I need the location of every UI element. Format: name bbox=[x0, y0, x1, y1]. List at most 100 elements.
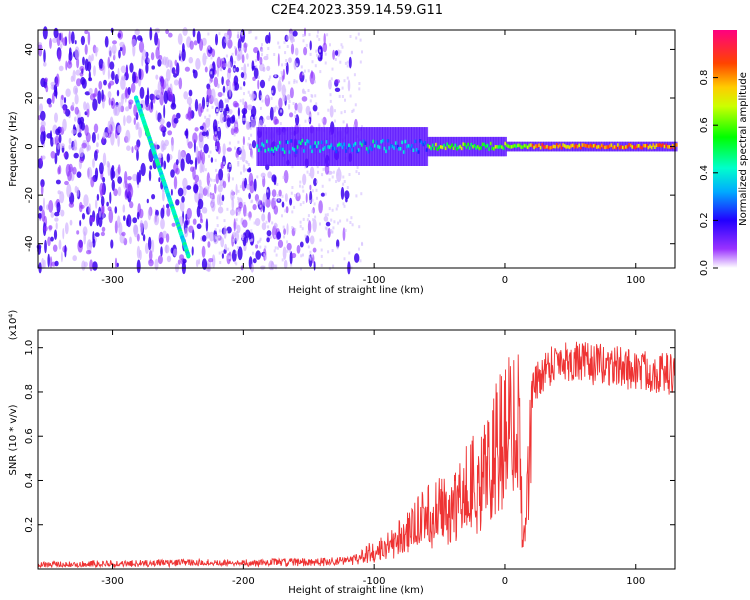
spectrogram-noise-speck bbox=[358, 82, 361, 85]
snr-panel: -300 -200 -100 0 100 0.2 0.4 0.6 0.8 1.0 Height o… bbox=[8, 310, 676, 596]
spectrogram-noise-blob bbox=[158, 177, 161, 183]
spectrogram-noise-speck bbox=[224, 99, 227, 103]
carrier-band-core bbox=[623, 146, 627, 150]
spectrogram-noise-blob bbox=[97, 133, 100, 141]
spectrogram-noise-blob bbox=[173, 117, 179, 124]
spectrogram-noise-speck bbox=[314, 94, 317, 98]
spectrogram-noise-speck bbox=[208, 118, 211, 122]
spectrogram-noise-speck bbox=[218, 32, 221, 36]
spectrogram-noise-blob bbox=[114, 257, 118, 269]
spectrogram-noise-blob bbox=[52, 37, 58, 44]
carrier-band-core bbox=[396, 144, 400, 149]
spectrogram-noise-blob bbox=[255, 244, 259, 249]
carrier-band-halo bbox=[311, 127, 314, 166]
spectrogram-noise-blob bbox=[291, 252, 297, 259]
spectrogram-noise-blob bbox=[261, 222, 267, 231]
carrier-band-core bbox=[618, 145, 622, 150]
spectrogram-noise-speck bbox=[228, 82, 231, 86]
carrier-band-core bbox=[588, 144, 591, 149]
spectrogram-noise-blob bbox=[231, 196, 235, 211]
carrier-band-core bbox=[440, 145, 443, 149]
spectrogram-noise-speck bbox=[349, 94, 352, 98]
spectrogram-noise-blob bbox=[289, 87, 294, 99]
spectrogram-noise-speck bbox=[283, 235, 285, 239]
spectrogram-noise-speck bbox=[213, 258, 215, 262]
spectrogram-noise-blob bbox=[127, 184, 134, 199]
carrier-band-core bbox=[357, 148, 361, 152]
spectrogram-noise-blob bbox=[117, 67, 120, 80]
spectrogram-noise-blob bbox=[154, 89, 159, 96]
carrier-band-core bbox=[464, 142, 467, 147]
spectrogram-noise-speck bbox=[272, 264, 274, 268]
spectrogram-noise-speck bbox=[304, 234, 307, 238]
spectrogram-noise-blob bbox=[55, 128, 61, 136]
spectrogram-noise-speck bbox=[336, 246, 339, 250]
spectrogram-noise-speck bbox=[211, 105, 214, 109]
spectrogram-noise-blob bbox=[69, 219, 73, 226]
spectrogram-noise-speck bbox=[209, 150, 212, 154]
spectrogram-noise-blob bbox=[354, 253, 360, 263]
spectrogram-noise-blob bbox=[347, 79, 351, 92]
spectrogram-noise-blob bbox=[200, 212, 203, 221]
spectrogram-noise-speck bbox=[237, 212, 240, 216]
carrier-band-core bbox=[388, 146, 391, 150]
spectrogram-noise-blob bbox=[154, 258, 159, 271]
spectrogram-noise-speck bbox=[307, 231, 310, 235]
spectrogram-noise-blob bbox=[146, 198, 149, 204]
spectrogram-noise-blob bbox=[320, 192, 325, 197]
spectrogram-noise-blob bbox=[43, 197, 45, 211]
snr-x-tick-label: -200 bbox=[232, 576, 255, 587]
carrier-band-core bbox=[515, 144, 519, 149]
spectrogram-noise-speck bbox=[299, 180, 302, 184]
spectrogram-noise-blob bbox=[273, 175, 277, 186]
spectrogram-noise-speck bbox=[331, 230, 333, 234]
carrier-band-core bbox=[319, 149, 322, 153]
spectrogram-noise-blob bbox=[253, 178, 257, 192]
spectrogram-noise-blob bbox=[198, 135, 204, 149]
spectrogram-noise-blob bbox=[245, 123, 251, 130]
spectrogram-noise-speck bbox=[288, 249, 291, 253]
spectrogram-noise-speck bbox=[346, 64, 349, 68]
spectrogram-noise-blob bbox=[220, 237, 225, 248]
carrier-band-core bbox=[573, 145, 577, 149]
carrier-band-halo bbox=[367, 127, 371, 166]
spectrogram-noise-speck bbox=[353, 124, 355, 128]
spectrogram-noise-blob bbox=[312, 218, 317, 233]
carrier-band-core bbox=[422, 142, 425, 147]
spectrogram-x-tick-label: 0 bbox=[502, 275, 508, 286]
carrier-band-halo bbox=[345, 127, 348, 166]
spectrogram-noise-speck bbox=[346, 218, 349, 222]
spectrogram-noise-blob bbox=[88, 203, 92, 215]
spectrogram-noise-blob bbox=[44, 77, 48, 83]
spectrogram-noise-blob bbox=[110, 131, 115, 146]
spectrogram-noise-speck bbox=[313, 80, 316, 84]
spectrogram-noise-blob bbox=[284, 193, 288, 202]
spectrogram-noise-speck bbox=[237, 31, 240, 35]
spectrogram-noise-speck bbox=[331, 67, 334, 71]
spectrogram-noise-blob bbox=[83, 261, 88, 268]
spectrogram-noise-blob bbox=[201, 131, 207, 137]
spectrogram-noise-speck bbox=[233, 68, 236, 72]
spectrogram-noise-speck bbox=[226, 173, 229, 177]
spectrogram-noise-speck bbox=[241, 33, 244, 37]
carrier-band-core bbox=[406, 144, 409, 149]
spectrogram-noise-blob bbox=[177, 187, 184, 197]
carrier-band-core bbox=[531, 144, 535, 148]
carrier-band-core bbox=[646, 143, 649, 148]
carrier-band-core bbox=[382, 138, 385, 143]
carrier-band-core bbox=[414, 139, 417, 144]
carrier-band-core bbox=[316, 144, 319, 149]
spectrogram-noise-speck bbox=[207, 231, 210, 235]
spectrogram-noise-blob bbox=[191, 246, 194, 256]
carrier-band-core bbox=[575, 143, 578, 148]
spectrogram-noise-blob bbox=[166, 207, 171, 217]
spectrogram-noise-speck bbox=[293, 79, 296, 82]
spectrogram-noise-blob bbox=[77, 132, 82, 138]
spectrogram-noise-blob bbox=[236, 224, 241, 234]
spectrogram-noise-speck bbox=[318, 123, 321, 127]
carrier-band-core bbox=[526, 145, 530, 150]
spectrogram-noise-speck bbox=[337, 221, 340, 225]
spectrogram-noise-blob bbox=[132, 217, 138, 224]
carrier-band-core bbox=[336, 143, 340, 148]
spectrogram-noise-speck bbox=[276, 194, 279, 197]
